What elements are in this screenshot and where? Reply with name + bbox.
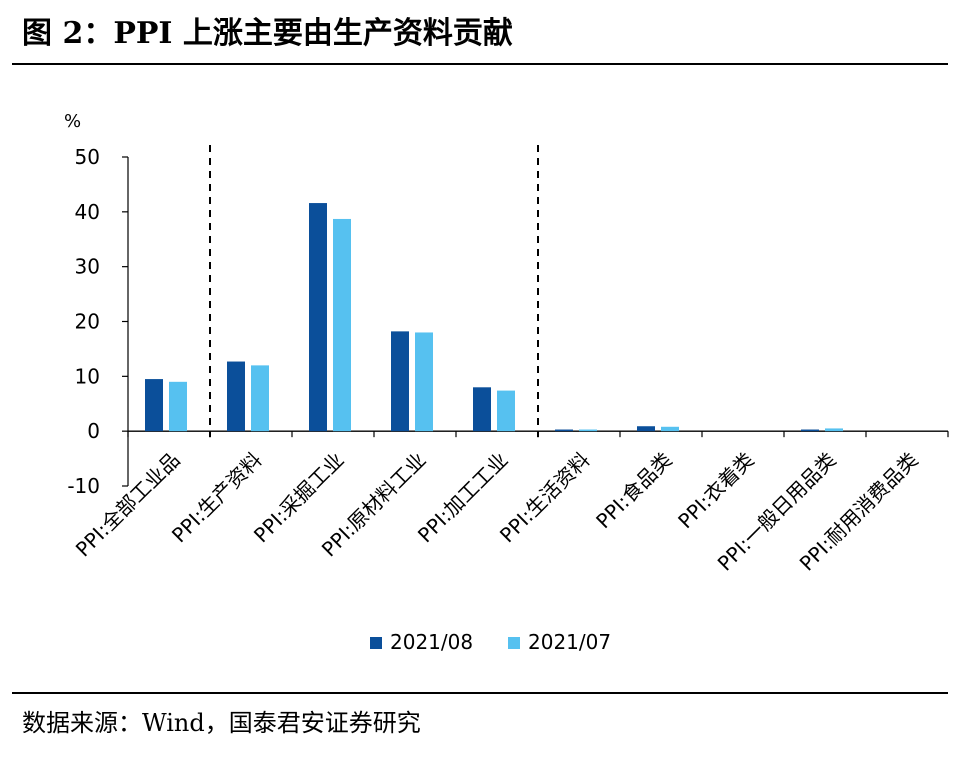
source-note: 数据来源：Wind，国泰君安证券研究: [22, 709, 421, 737]
bar-2021-08-4: [391, 331, 409, 432]
bar-2021-08-7: [637, 426, 655, 432]
bar-2021-08-9: [801, 429, 819, 432]
bar-2021-07-5: [497, 390, 515, 432]
y-tick-label: 10: [75, 364, 100, 388]
bar-2021-07-6: [579, 429, 597, 432]
bar-2021-08-1: [145, 379, 163, 432]
bar-2021-07-1: [169, 381, 187, 432]
legend-label: 2021/08: [390, 630, 473, 654]
y-tick-label: 40: [75, 200, 100, 224]
x-category-label: PPI:衣着类: [673, 448, 758, 533]
legend-label: 2021/07: [528, 630, 611, 654]
legend-swatch: [508, 637, 520, 649]
bar-2021-07-4: [415, 332, 433, 432]
bar-2021-08-2: [227, 361, 245, 432]
y-tick-label: 20: [75, 310, 100, 334]
bar-2021-07-3: [333, 218, 351, 432]
bar-2021-08-5: [473, 387, 491, 432]
y-tick-label: 30: [75, 255, 100, 279]
title-rule: [12, 63, 948, 65]
x-category-label: PPI:食品类: [591, 448, 676, 533]
bar-2021-08-3: [309, 203, 327, 432]
bar-2021-07-2: [251, 365, 269, 432]
bar-2021-07-9: [825, 428, 843, 432]
y-tick-label: 50: [75, 145, 100, 169]
source-rule: [12, 692, 948, 694]
figure-title: 图 2：PPI 上涨主要由生产资料贡献: [22, 16, 513, 51]
legend-swatch: [370, 637, 382, 649]
y-tick-label: 0: [87, 419, 100, 443]
bar-2021-07-7: [661, 426, 679, 432]
bar-2021-08-6: [555, 429, 573, 432]
y-axis-unit: %: [64, 111, 81, 132]
y-tick-label: -10: [67, 474, 100, 498]
